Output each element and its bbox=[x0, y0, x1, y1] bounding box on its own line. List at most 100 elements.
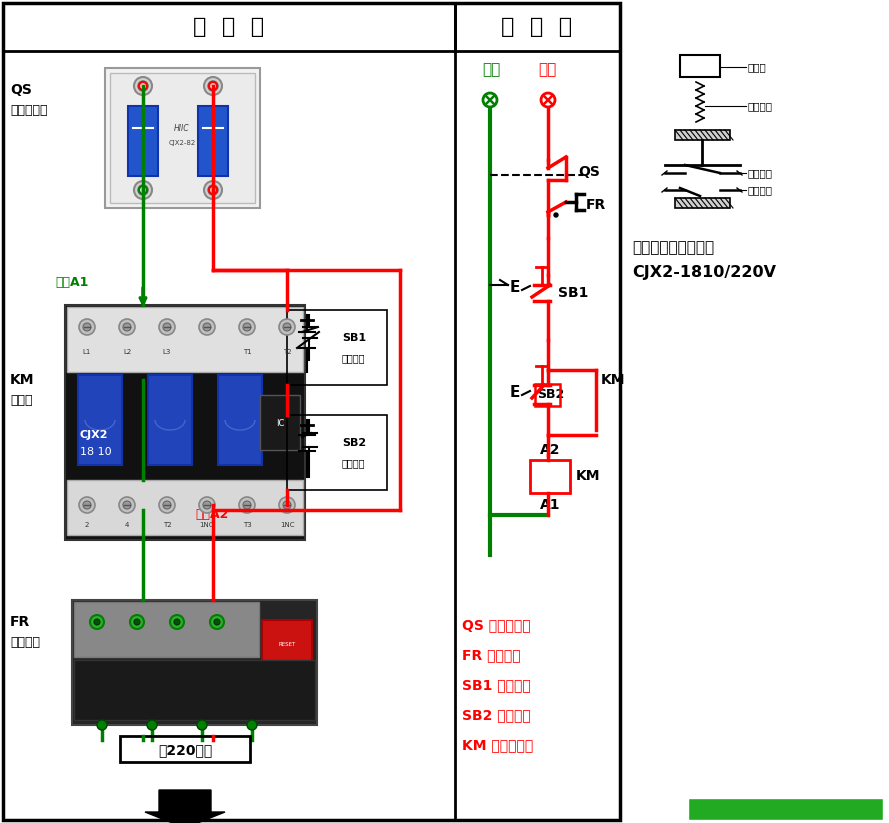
Text: 启动按钮: 启动按钮 bbox=[342, 458, 365, 468]
Bar bbox=[72, 600, 317, 725]
Circle shape bbox=[199, 319, 215, 335]
Circle shape bbox=[204, 181, 222, 199]
Bar bbox=[688, 798, 883, 820]
Circle shape bbox=[197, 720, 207, 730]
Text: CJX2-82: CJX2-82 bbox=[168, 140, 196, 146]
Bar bbox=[110, 73, 255, 203]
Circle shape bbox=[97, 720, 107, 730]
Text: 按钮帽: 按钮帽 bbox=[748, 62, 766, 72]
Circle shape bbox=[203, 501, 211, 509]
Circle shape bbox=[243, 323, 251, 331]
Text: 热继电器: 热继电器 bbox=[10, 635, 40, 649]
Circle shape bbox=[139, 82, 147, 90]
Circle shape bbox=[90, 615, 104, 629]
Circle shape bbox=[139, 186, 147, 194]
Bar bbox=[67, 480, 303, 535]
Circle shape bbox=[83, 323, 91, 331]
Circle shape bbox=[163, 323, 171, 331]
Text: QS 空气断路器: QS 空气断路器 bbox=[462, 618, 531, 632]
Text: 常开触头: 常开触头 bbox=[748, 185, 773, 195]
Text: A2: A2 bbox=[540, 443, 560, 457]
Text: L2: L2 bbox=[123, 349, 131, 355]
Circle shape bbox=[79, 497, 95, 513]
Circle shape bbox=[203, 323, 211, 331]
Circle shape bbox=[279, 319, 295, 335]
Bar bbox=[3, 3, 620, 820]
Text: 1NC: 1NC bbox=[280, 522, 294, 528]
Text: FR: FR bbox=[586, 198, 606, 212]
Bar bbox=[287, 415, 387, 490]
Circle shape bbox=[79, 319, 95, 335]
Text: E: E bbox=[510, 280, 520, 295]
Bar bbox=[67, 307, 303, 372]
Text: A1: A1 bbox=[540, 498, 560, 512]
Text: 百度知道 chnbamboo: 百度知道 chnbamboo bbox=[727, 802, 843, 816]
FancyArrow shape bbox=[145, 790, 225, 823]
Text: SB2: SB2 bbox=[342, 438, 366, 448]
Circle shape bbox=[174, 619, 180, 625]
Text: SB1: SB1 bbox=[342, 333, 366, 343]
Circle shape bbox=[170, 615, 184, 629]
Circle shape bbox=[239, 319, 255, 335]
Circle shape bbox=[138, 185, 148, 195]
Text: SB2: SB2 bbox=[537, 388, 565, 401]
Circle shape bbox=[163, 501, 171, 509]
Text: KM: KM bbox=[601, 373, 626, 387]
Circle shape bbox=[134, 77, 152, 95]
Circle shape bbox=[134, 181, 152, 199]
Text: 接触器: 接触器 bbox=[10, 393, 33, 407]
Circle shape bbox=[541, 93, 555, 107]
Text: 18 10: 18 10 bbox=[80, 447, 112, 457]
Bar bbox=[74, 602, 259, 657]
Text: 复位弹簧: 复位弹簧 bbox=[748, 101, 773, 111]
Bar bbox=[675, 130, 730, 140]
Bar bbox=[455, 3, 620, 51]
Text: T2: T2 bbox=[163, 522, 172, 528]
Circle shape bbox=[208, 185, 218, 195]
Text: 1NO: 1NO bbox=[199, 522, 214, 528]
Circle shape bbox=[214, 619, 220, 625]
Circle shape bbox=[208, 81, 218, 91]
Bar bbox=[675, 198, 730, 208]
Text: KM: KM bbox=[576, 469, 600, 483]
Text: 线圈A2: 线圈A2 bbox=[195, 509, 228, 522]
Text: 注：交流接触器选用: 注：交流接触器选用 bbox=[632, 240, 714, 255]
Text: 接220电机: 接220电机 bbox=[158, 743, 212, 757]
Text: T1: T1 bbox=[243, 349, 252, 355]
Text: T3: T3 bbox=[243, 522, 252, 528]
Bar bbox=[120, 736, 250, 762]
Circle shape bbox=[123, 501, 131, 509]
Circle shape bbox=[279, 497, 295, 513]
Circle shape bbox=[123, 323, 131, 331]
Text: E: E bbox=[510, 384, 520, 399]
Bar bbox=[680, 55, 720, 77]
Circle shape bbox=[159, 497, 175, 513]
Bar bbox=[148, 375, 192, 465]
Bar bbox=[535, 384, 560, 406]
Circle shape bbox=[210, 615, 224, 629]
Text: 火线: 火线 bbox=[538, 63, 557, 77]
Circle shape bbox=[209, 82, 217, 90]
Circle shape bbox=[159, 319, 175, 335]
Text: QS: QS bbox=[578, 165, 600, 179]
Text: 停止按钮: 停止按钮 bbox=[342, 353, 365, 363]
Circle shape bbox=[94, 619, 100, 625]
Text: QS: QS bbox=[10, 83, 32, 97]
Circle shape bbox=[209, 186, 217, 194]
Text: L3: L3 bbox=[163, 349, 172, 355]
Circle shape bbox=[119, 497, 135, 513]
Bar bbox=[105, 68, 260, 208]
Circle shape bbox=[554, 213, 558, 217]
Bar bbox=[3, 3, 455, 51]
Text: FR: FR bbox=[10, 615, 30, 629]
Text: 常闭触头: 常闭触头 bbox=[748, 168, 773, 178]
Circle shape bbox=[147, 720, 157, 730]
Circle shape bbox=[130, 615, 144, 629]
Bar bbox=[78, 375, 122, 465]
Text: 实  物  图: 实 物 图 bbox=[194, 17, 265, 37]
Text: 零线: 零线 bbox=[482, 63, 501, 77]
Text: FR 热继电器: FR 热继电器 bbox=[462, 648, 521, 662]
Circle shape bbox=[239, 497, 255, 513]
Bar bbox=[530, 460, 570, 493]
Text: CJX2: CJX2 bbox=[80, 430, 108, 440]
